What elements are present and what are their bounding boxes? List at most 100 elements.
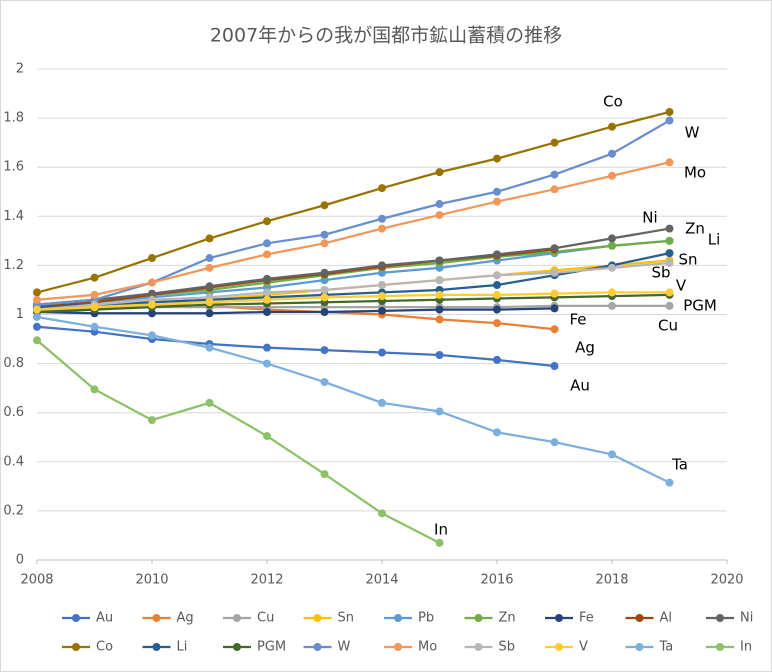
data-point <box>550 438 559 447</box>
data-point <box>665 158 674 167</box>
data-point <box>148 289 156 298</box>
data-point <box>608 149 616 158</box>
data-point <box>435 407 444 416</box>
data-point <box>608 122 616 131</box>
annotation: Ta <box>671 456 688 474</box>
data-point <box>493 305 501 314</box>
x-tick-label: 2020 <box>710 573 743 588</box>
data-point <box>493 281 501 290</box>
data-point <box>263 250 271 259</box>
series-line <box>36 325 555 368</box>
data-point <box>263 288 271 297</box>
annotation: Mo <box>684 164 706 182</box>
data-point <box>263 432 271 441</box>
data-point <box>550 304 559 313</box>
legend-label: In <box>740 640 752 655</box>
chart-title: 2007年からの我が国都市鉱山蓄積の推移 <box>210 25 562 47</box>
legend-label: V <box>579 640 588 655</box>
data-point <box>665 301 674 310</box>
legend-marker <box>72 614 80 622</box>
data-point <box>90 385 99 394</box>
legend-marker <box>635 643 644 651</box>
data-point <box>435 290 444 299</box>
annotation: Sn <box>678 251 697 269</box>
legend-marker <box>635 614 644 622</box>
legend-label: Co <box>96 640 113 655</box>
data-point <box>550 185 559 194</box>
data-point <box>493 250 501 259</box>
annotation: Fe <box>569 311 586 329</box>
legend-marker <box>555 643 563 651</box>
data-point <box>263 274 271 283</box>
data-point <box>205 254 214 263</box>
legend-label: Fe <box>579 611 594 626</box>
data-point <box>378 224 386 233</box>
series-line <box>36 307 555 315</box>
legend-label: Mo <box>418 640 437 655</box>
legend-marker <box>716 643 724 651</box>
x-tick-label: 2012 <box>250 573 283 588</box>
data-point <box>493 319 501 328</box>
data-point <box>148 300 156 309</box>
y-tick-label: 0.6 <box>3 405 24 420</box>
data-point <box>33 312 41 321</box>
data-point <box>435 168 444 177</box>
data-point <box>608 288 616 297</box>
series-line <box>36 252 670 309</box>
legend-label: Li <box>177 640 188 655</box>
annotation: Cu <box>658 317 678 335</box>
legend-marker <box>72 643 80 651</box>
legend-label: Ta <box>659 640 674 655</box>
annotation: W <box>685 124 700 142</box>
legend-marker <box>152 643 161 651</box>
data-point <box>148 278 156 287</box>
data-point <box>90 273 99 282</box>
data-point <box>33 288 41 297</box>
legend-marker <box>394 614 402 622</box>
series-line <box>36 293 670 314</box>
legend-label: Zn <box>499 611 516 626</box>
data-point <box>33 322 41 331</box>
data-point <box>435 256 444 265</box>
data-point <box>550 325 559 334</box>
data-point <box>550 362 559 371</box>
annotation: Ni <box>642 209 657 227</box>
data-point <box>320 470 329 479</box>
data-point <box>493 290 501 299</box>
data-point <box>90 303 99 312</box>
data-point <box>608 263 616 272</box>
data-point <box>378 509 386 518</box>
annotation: In <box>434 521 448 539</box>
legend-label: W <box>338 640 351 655</box>
data-point <box>148 254 156 263</box>
data-point <box>148 309 156 318</box>
data-point <box>378 348 386 357</box>
data-point <box>665 107 674 116</box>
legend-label: PGM <box>257 640 286 655</box>
data-point <box>263 217 271 226</box>
data-point <box>608 301 616 310</box>
annotation: V <box>676 277 687 295</box>
data-point <box>263 295 271 304</box>
series-line <box>36 110 670 294</box>
legend-label: Sn <box>338 611 355 626</box>
data-point <box>263 359 271 368</box>
data-point <box>665 288 674 297</box>
data-point <box>608 241 616 250</box>
data-point <box>435 538 444 547</box>
y-tick-label: 0.8 <box>3 356 24 371</box>
data-point <box>378 292 386 301</box>
legend-marker <box>233 614 241 622</box>
data-point <box>435 351 444 360</box>
data-point <box>608 234 616 243</box>
data-point <box>435 315 444 324</box>
data-point <box>435 200 444 209</box>
data-point <box>608 171 616 180</box>
annotation: PGM <box>683 297 717 315</box>
data-point <box>435 276 444 285</box>
y-tick-label: 1.4 <box>3 209 24 224</box>
data-point <box>320 201 329 210</box>
data-point <box>320 378 329 387</box>
data-point <box>608 450 616 459</box>
